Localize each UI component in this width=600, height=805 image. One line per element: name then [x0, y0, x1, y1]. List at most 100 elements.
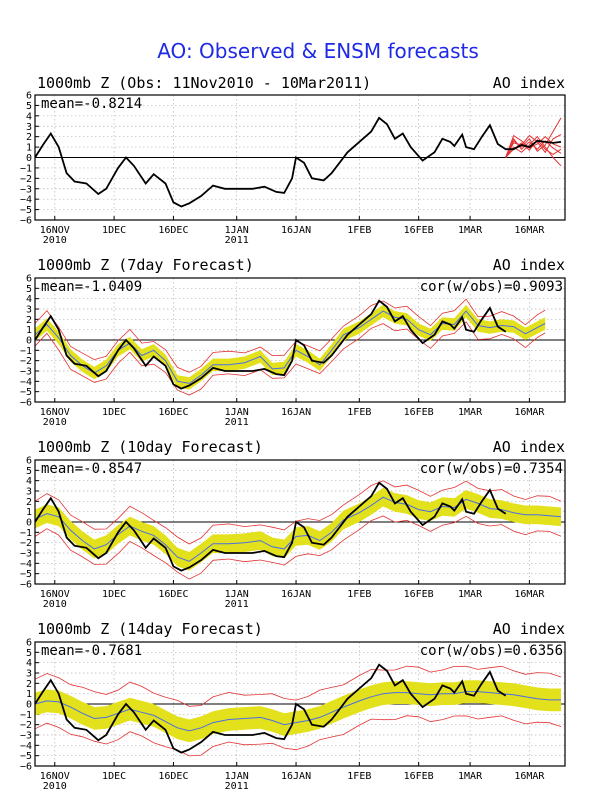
y-tick-label: −5	[20, 387, 32, 398]
x-tick-label: 16NOV	[40, 225, 70, 236]
x-tick-label: 1FEB	[347, 407, 371, 418]
y-tick-label: 4	[26, 658, 32, 669]
observed-line	[34, 299, 507, 390]
x-tick-label: 1DEC	[102, 589, 126, 600]
y-tick-label: 3	[26, 122, 32, 133]
x-tick-label: 16NOV	[40, 771, 70, 782]
x-tick-label: 1DEC	[102, 771, 126, 782]
y-tick-label: 6	[26, 456, 32, 467]
y-tick-label: 5	[26, 284, 32, 295]
y-tick-label: 0	[26, 518, 32, 529]
y-tick-label: 1	[26, 689, 32, 700]
x-tick-label: 1MAR	[458, 225, 483, 236]
plot-frame	[34, 277, 566, 403]
y-tick-label: 5	[26, 101, 32, 112]
x-tick-year: 2011	[225, 781, 249, 792]
x-tick-label: 16JAN	[281, 407, 311, 418]
y-tick-label: −6	[20, 216, 32, 227]
y-tick-label: −4	[20, 377, 32, 388]
plot-frame	[34, 459, 566, 585]
y-tick-label: −1	[20, 528, 32, 539]
x-tick-year: 2010	[43, 599, 67, 610]
envelope-lower-line	[34, 715, 562, 757]
y-tick-label: −3	[20, 731, 32, 742]
y-tick-label: −2	[20, 174, 32, 185]
forecast-member-line	[505, 117, 562, 158]
y-tick-label: 5	[26, 466, 32, 477]
forecast-member-line	[505, 134, 562, 158]
x-tick-label: 1MAR	[458, 589, 483, 600]
envelope-upper-line	[34, 480, 562, 545]
correlation-label: cor(w/obs)=0.7354	[420, 461, 563, 477]
envelope-lower-line	[34, 321, 546, 396]
x-tick-label: 1MAR	[458, 407, 483, 418]
y-tick-label: −5	[20, 751, 32, 762]
y-tick-label: 2	[26, 132, 32, 143]
panel-index-label: AO index	[493, 620, 565, 638]
panel-title: 1000mb Z (14day Forecast)	[37, 620, 263, 638]
y-tick-label: −6	[20, 762, 32, 773]
y-tick-label: −3	[20, 367, 32, 378]
y-tick-label: 5	[26, 648, 32, 659]
x-tick-label: 16DEC	[158, 589, 188, 600]
y-tick-label: 3	[26, 305, 32, 316]
y-tick-label: 4	[26, 294, 32, 305]
y-tick-label: 0	[26, 153, 32, 164]
x-tick-label: 16MAR	[514, 407, 545, 418]
y-tick-label: −1	[20, 710, 32, 721]
x-tick-label: 1JAN	[225, 407, 249, 418]
y-tick-label: 1	[26, 507, 32, 518]
x-tick-label: 1JAN	[225, 771, 249, 782]
panel-index-label: AO index	[493, 438, 565, 456]
correlation-label: cor(w/obs)=0.9093	[420, 279, 563, 295]
y-tick-label: 0	[26, 336, 32, 347]
x-tick-year: 2010	[43, 781, 67, 792]
y-tick-label: 1	[26, 143, 32, 154]
envelope-upper-line	[34, 665, 562, 707]
x-tick-label: 16FEB	[404, 771, 434, 782]
x-tick-label: 1FEB	[347, 771, 371, 782]
mean-label: mean=-0.8547	[41, 461, 142, 477]
x-tick-label: 1DEC	[102, 225, 126, 236]
y-tick-label: −3	[20, 184, 32, 195]
y-tick-label: −4	[20, 195, 32, 206]
x-tick-label: 16JAN	[281, 225, 311, 236]
y-tick-label: −2	[20, 356, 32, 367]
y-tick-label: 6	[26, 91, 32, 102]
spread-band	[35, 680, 561, 743]
main-title: AO: Observed & ENSM forecasts	[157, 39, 479, 63]
y-tick-label: −6	[20, 580, 32, 591]
x-tick-year: 2011	[225, 599, 249, 610]
mean-label: mean=-0.7681	[41, 643, 142, 659]
y-tick-label: −5	[20, 569, 32, 580]
panel-title: 1000mb Z (Obs: 11Nov2010 - 10Mar2011)	[37, 74, 371, 92]
y-tick-label: −4	[20, 741, 32, 752]
x-tick-label: 16FEB	[404, 589, 434, 600]
observed-line	[34, 481, 507, 572]
x-tick-label: 16NOV	[40, 589, 70, 600]
y-tick-label: 2	[26, 497, 32, 508]
y-tick-label: 2	[26, 315, 32, 326]
x-tick-label: 1DEC	[102, 407, 126, 418]
x-tick-year: 2010	[43, 235, 67, 246]
plot-frame	[34, 641, 566, 767]
spread-band	[35, 304, 546, 390]
y-tick-label: 3	[26, 669, 32, 680]
y-tick-label: −6	[20, 398, 32, 409]
y-tick-label: 1	[26, 325, 32, 336]
x-tick-label: 16NOV	[40, 407, 70, 418]
x-tick-label: 16MAR	[514, 225, 545, 236]
panel-index-label: AO index	[493, 256, 565, 274]
y-tick-label: −4	[20, 559, 32, 570]
y-tick-label: −5	[20, 205, 32, 216]
plot-frame	[34, 94, 566, 221]
mean-label: mean=-1.0409	[41, 279, 142, 295]
panel-title: 1000mb Z (10day Forecast)	[37, 438, 263, 456]
ensemble-mean-line	[34, 496, 562, 562]
x-tick-label: 16DEC	[158, 771, 188, 782]
y-tick-label: −1	[20, 163, 32, 174]
x-tick-label: 16JAN	[281, 589, 311, 600]
